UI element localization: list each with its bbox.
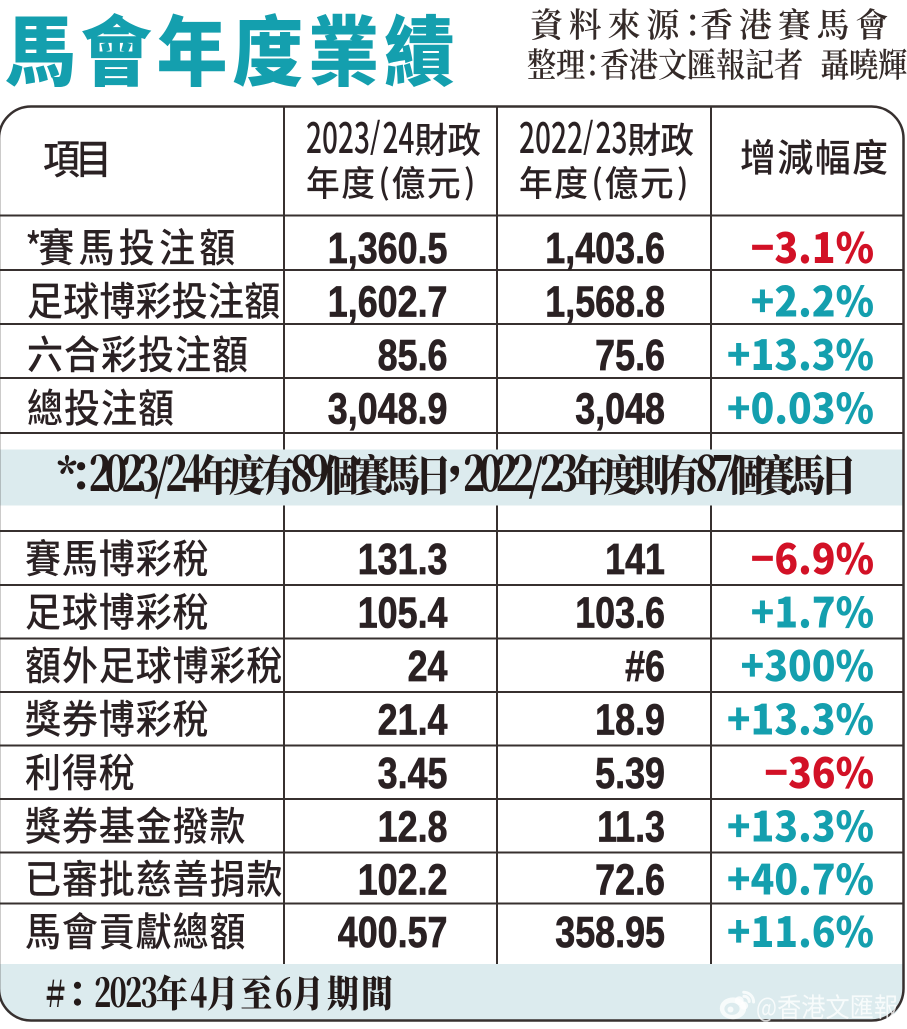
svg-text:102.2: 102.2 xyxy=(358,856,448,904)
svg-text:72.6: 72.6 xyxy=(595,856,665,904)
svg-text:1,568.8: 1,568.8 xyxy=(545,278,665,326)
svg-text:141: 141 xyxy=(605,536,665,584)
svg-text:1,360.5: 1,360.5 xyxy=(328,225,448,273)
svg-text:21.4: 21.4 xyxy=(378,696,448,744)
svg-text:3.45: 3.45 xyxy=(378,750,448,798)
svg-text:3,048: 3,048 xyxy=(575,385,665,433)
svg-text:24: 24 xyxy=(408,643,448,691)
svg-text:358.95: 358.95 xyxy=(555,909,665,957)
svg-text:12.8: 12.8 xyxy=(378,803,448,851)
svg-text:#6: #6 xyxy=(625,643,665,691)
svg-text:1,602.7: 1,602.7 xyxy=(328,278,448,326)
svg-text:5.39: 5.39 xyxy=(595,750,665,798)
svg-text:18.9: 18.9 xyxy=(595,696,665,744)
svg-text:103.6: 103.6 xyxy=(575,589,665,637)
svg-text:105.4: 105.4 xyxy=(358,589,448,637)
svg-text:131.3: 131.3 xyxy=(358,536,448,584)
svg-text:85.6: 85.6 xyxy=(378,332,448,380)
svg-text:3,048.9: 3,048.9 xyxy=(328,385,448,433)
svg-text:1,403.6: 1,403.6 xyxy=(545,225,665,273)
svg-text:75.6: 75.6 xyxy=(595,332,665,380)
svg-text:11.3: 11.3 xyxy=(597,803,665,851)
svg-text:400.57: 400.57 xyxy=(338,909,448,957)
